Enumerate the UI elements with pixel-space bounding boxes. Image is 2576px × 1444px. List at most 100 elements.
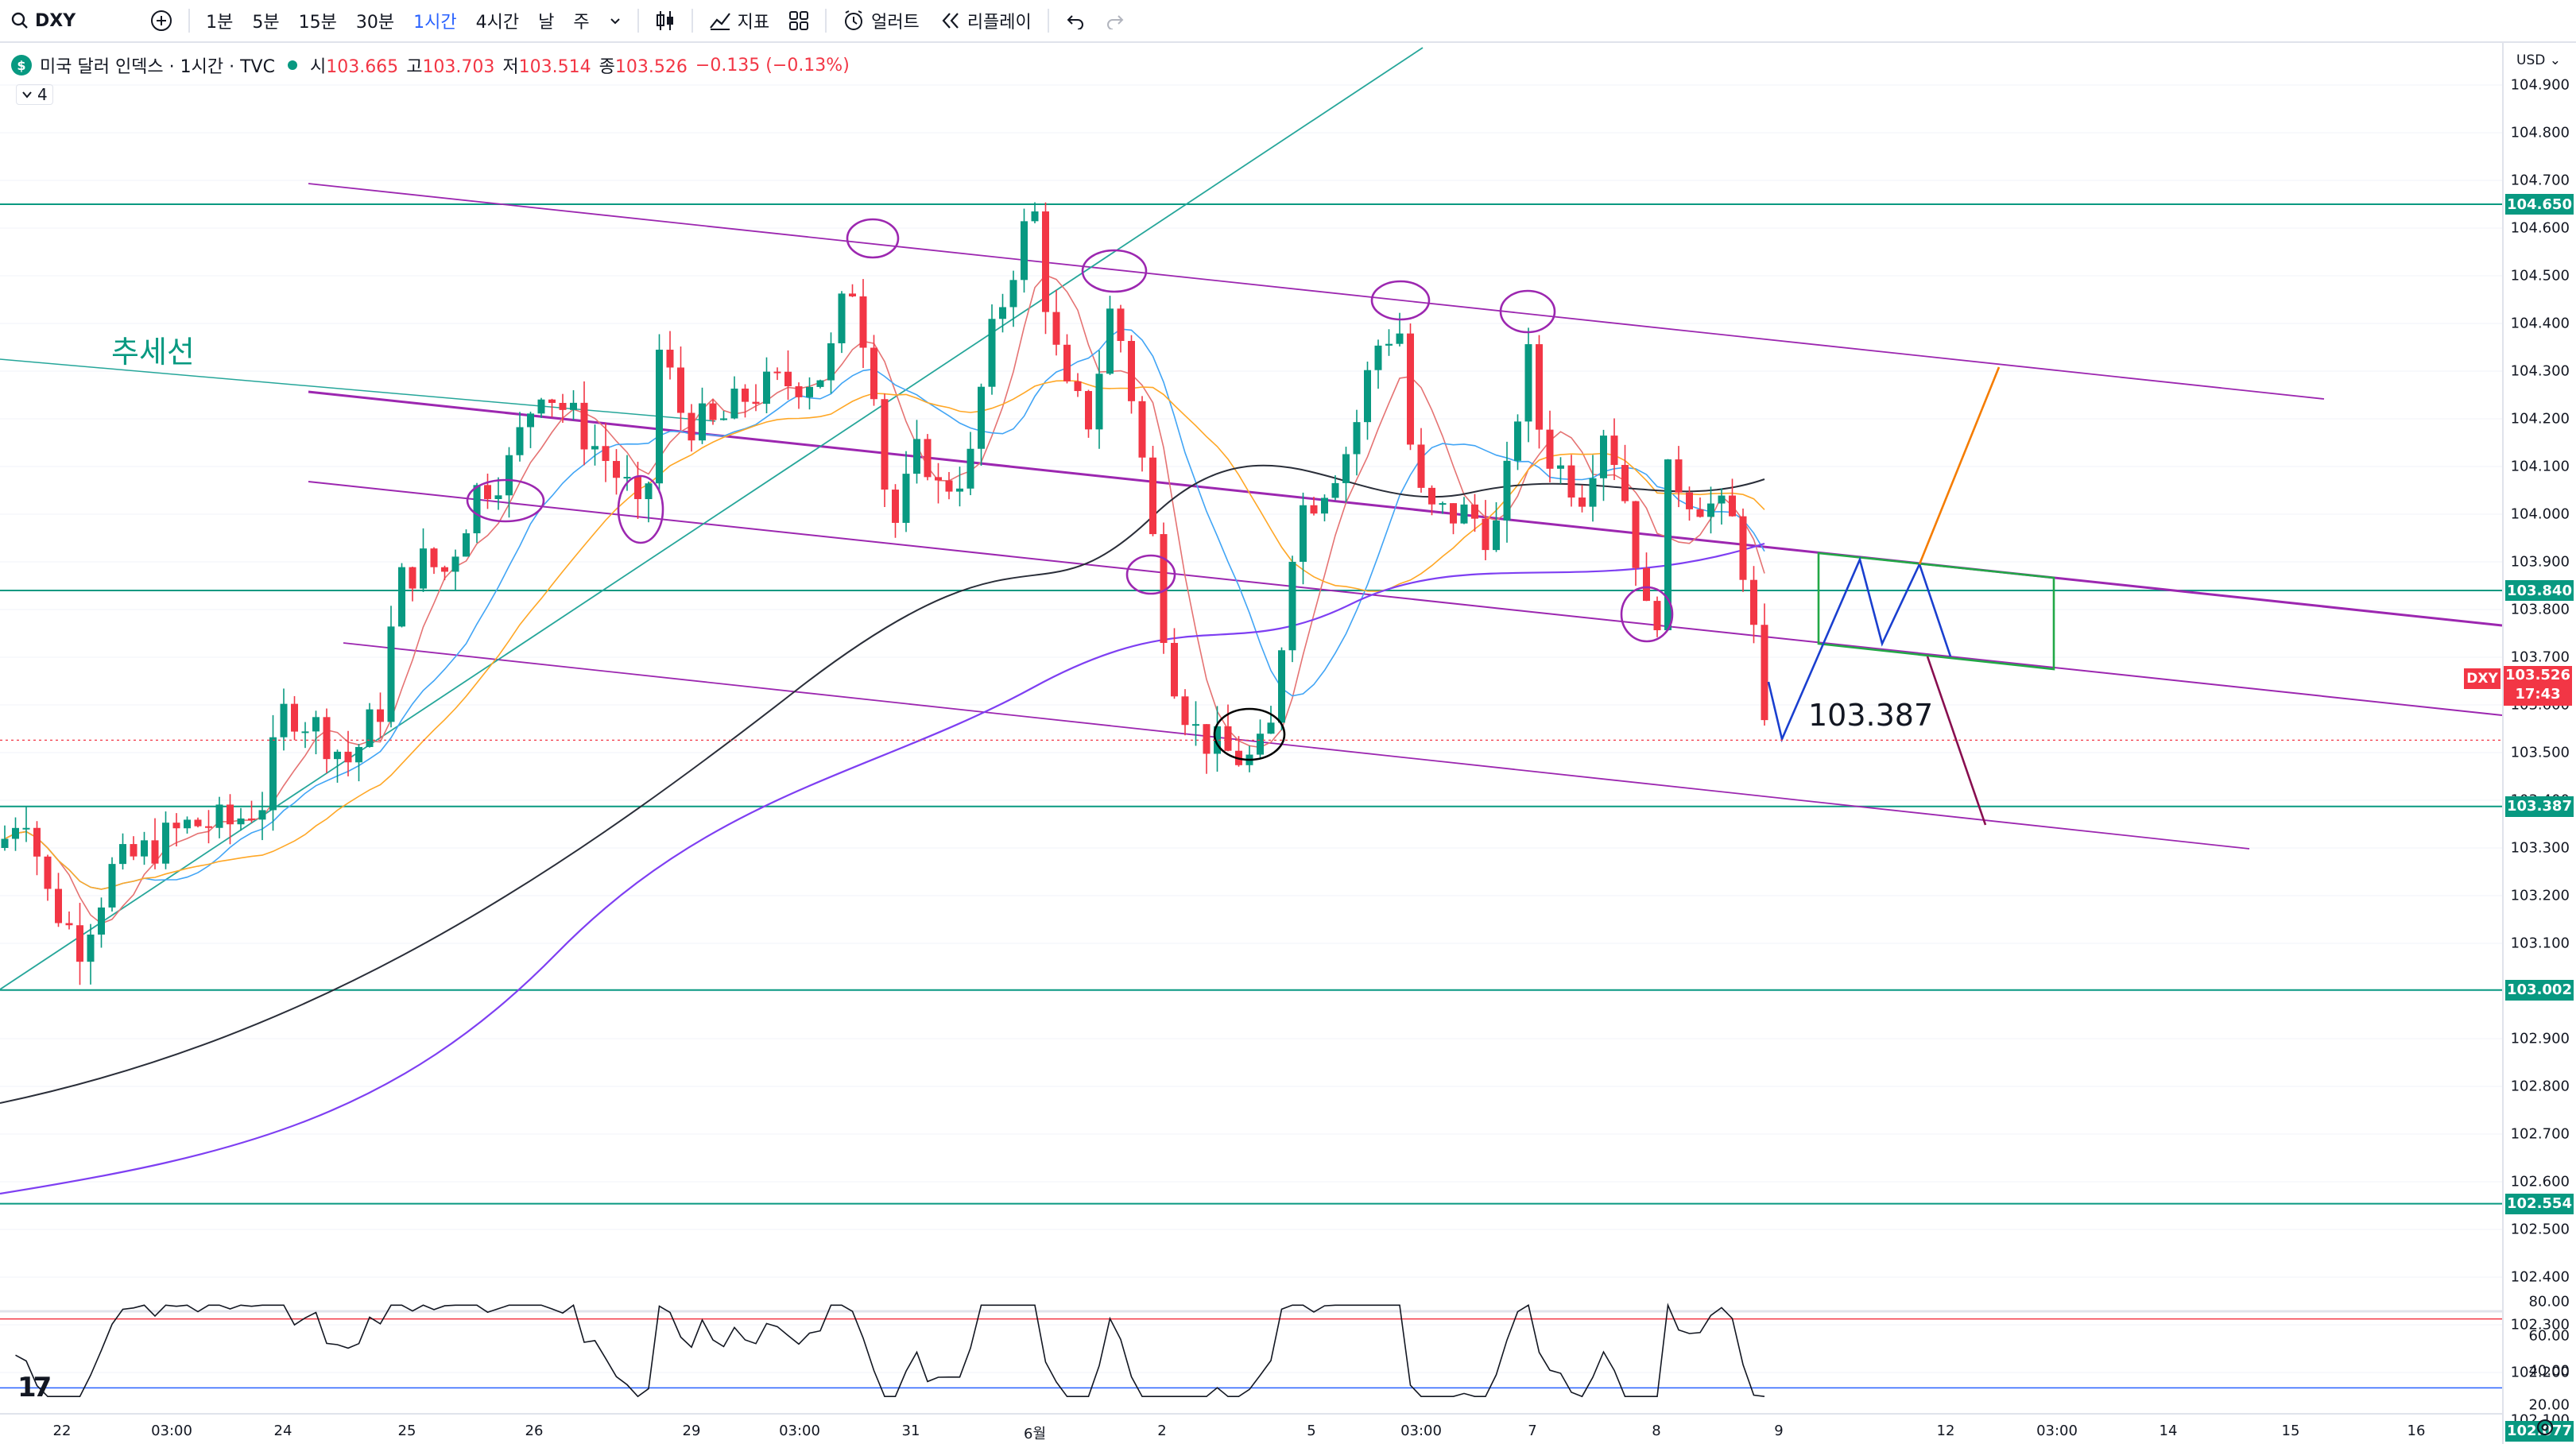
time-tick-label: 5 xyxy=(1307,1423,1316,1439)
candle-body xyxy=(1739,516,1747,580)
interval-15m[interactable]: 15분 xyxy=(298,13,337,33)
highlight-ellipse xyxy=(1620,586,1674,643)
symbol-search[interactable]: DXY xyxy=(0,0,85,42)
candle-body xyxy=(237,818,245,825)
legend-title[interactable]: 미국 달러 인덱스 · 1시간 · TVC xyxy=(40,57,275,77)
candle-body xyxy=(956,488,963,492)
candle-body xyxy=(1138,401,1146,458)
highlight-ellipse xyxy=(846,218,900,259)
time-tick-label: 29 xyxy=(682,1423,701,1439)
candle-body xyxy=(323,717,331,760)
indicators-button[interactable]: 지표 xyxy=(699,0,779,42)
ma-medium-line xyxy=(4,328,1765,890)
undo-button[interactable] xyxy=(1056,0,1095,42)
interval-5m[interactable]: 5분 xyxy=(252,13,280,33)
candle-body xyxy=(913,439,920,474)
level-price-tag: 103.387 xyxy=(2505,796,2574,817)
candle-body xyxy=(1042,211,1049,312)
price-tick-label: 102.800 xyxy=(2510,1078,2570,1095)
candle-body xyxy=(151,840,159,864)
candle-body xyxy=(1610,436,1618,466)
candle-body xyxy=(108,864,116,908)
interval-week[interactable]: 주 xyxy=(573,13,590,33)
candle-body xyxy=(688,412,695,441)
trend-line xyxy=(0,358,716,422)
compare-button[interactable] xyxy=(141,0,182,42)
target-price-label[interactable]: 103.387 xyxy=(1808,698,1934,733)
price-tick-label: 102.200 xyxy=(2510,1364,2570,1381)
interval-dropdown[interactable] xyxy=(599,0,631,42)
candle-body xyxy=(892,490,899,523)
time-axis[interactable]: 22 03:00 24 25 26 29 03:00 31 6월 2 5 03:00 7 8 9 12 03:0… xyxy=(0,1413,2502,1444)
price-axis[interactable]: 104.900 104.800 104.700 104.600 104.500 104.4… xyxy=(2502,43,2576,1444)
price-tick-label: 103.500 xyxy=(2510,744,2570,761)
tradingview-logo[interactable]: 17 xyxy=(17,1372,52,1403)
interval-day[interactable]: 날 xyxy=(538,13,555,33)
redo-button[interactable] xyxy=(1095,0,1135,42)
candle-body xyxy=(1331,482,1339,498)
rsi-tick-label: 20.00 xyxy=(2528,1396,2570,1414)
interval-1m[interactable]: 1분 xyxy=(206,13,234,33)
candle-body xyxy=(98,907,105,935)
candle-body xyxy=(194,819,202,827)
price-tick-label: 103.700 xyxy=(2510,648,2570,666)
price-tick-label: 104.200 xyxy=(2510,410,2570,428)
price-tick-label: 104.400 xyxy=(2510,315,2570,332)
indicators-toggle[interactable]: 4 xyxy=(16,84,53,105)
price-tick-label: 104.500 xyxy=(2510,267,2570,285)
replay-button[interactable]: 리플레이 xyxy=(929,0,1041,42)
legend-low: 저103.514 xyxy=(502,57,591,77)
time-tick-label: 7 xyxy=(1528,1423,1537,1439)
user-drawings xyxy=(0,218,2502,826)
candle-body xyxy=(1546,429,1554,469)
chart-area[interactable] xyxy=(0,43,2502,1413)
candle-body xyxy=(1417,444,1425,488)
candle-body xyxy=(44,856,52,889)
candle-body xyxy=(12,827,19,839)
currency-selector[interactable]: USD ⌄ xyxy=(2516,52,2561,68)
candle-body xyxy=(570,402,577,410)
candle-body xyxy=(473,485,481,534)
rsi-tick-label: 40.00 xyxy=(2528,1362,2570,1380)
candle-body xyxy=(1181,696,1189,726)
market-status-icon xyxy=(287,60,297,70)
highlight-ellipse xyxy=(1499,289,1556,334)
chart-type-button[interactable] xyxy=(645,0,685,42)
settings-icon[interactable] xyxy=(2535,1418,2555,1437)
alert-button[interactable]: 얼러트 xyxy=(833,0,929,42)
candle-body xyxy=(22,827,30,830)
trend-line-label[interactable]: 추세선 xyxy=(111,335,195,370)
interval-30m[interactable]: 30분 xyxy=(355,13,395,33)
candle-body xyxy=(344,751,352,763)
candle-body xyxy=(1074,381,1082,392)
candle-body xyxy=(1407,333,1414,445)
time-tick-label: 22 xyxy=(52,1423,72,1439)
replay-icon xyxy=(942,13,959,29)
candle-body xyxy=(205,826,212,828)
price-tick-label: 104.600 xyxy=(2510,219,2570,237)
undo-icon xyxy=(1067,15,1083,29)
rsi-pane xyxy=(0,1303,2502,1398)
interval-4h[interactable]: 4시간 xyxy=(475,13,520,33)
candle-body xyxy=(1579,497,1586,507)
interval-1h[interactable]: 1시간 xyxy=(413,13,457,33)
candle-body xyxy=(1117,308,1125,342)
candle-body xyxy=(1,838,9,848)
highlight-ellipse xyxy=(1081,249,1148,293)
templates-button[interactable] xyxy=(779,0,819,42)
candle-body xyxy=(451,556,459,572)
toolbar-divider xyxy=(691,9,693,33)
price-tick-label: 102.900 xyxy=(2510,1030,2570,1047)
time-tick-label: 6월 xyxy=(1023,1426,1047,1442)
candle-body xyxy=(1031,211,1039,222)
candle-body xyxy=(988,319,996,387)
channel-line xyxy=(308,481,2502,716)
level-price-tag: 104.650 xyxy=(2505,194,2574,215)
price-tick-label: 103.800 xyxy=(2510,601,2570,618)
candle-body xyxy=(506,455,513,496)
candle-body xyxy=(730,388,738,419)
price-tick-label: 104.000 xyxy=(2510,505,2570,523)
time-tick-label: 03:00 xyxy=(1400,1423,1442,1439)
toolbar-divider xyxy=(825,9,827,33)
toolbar-divider xyxy=(1047,9,1049,33)
